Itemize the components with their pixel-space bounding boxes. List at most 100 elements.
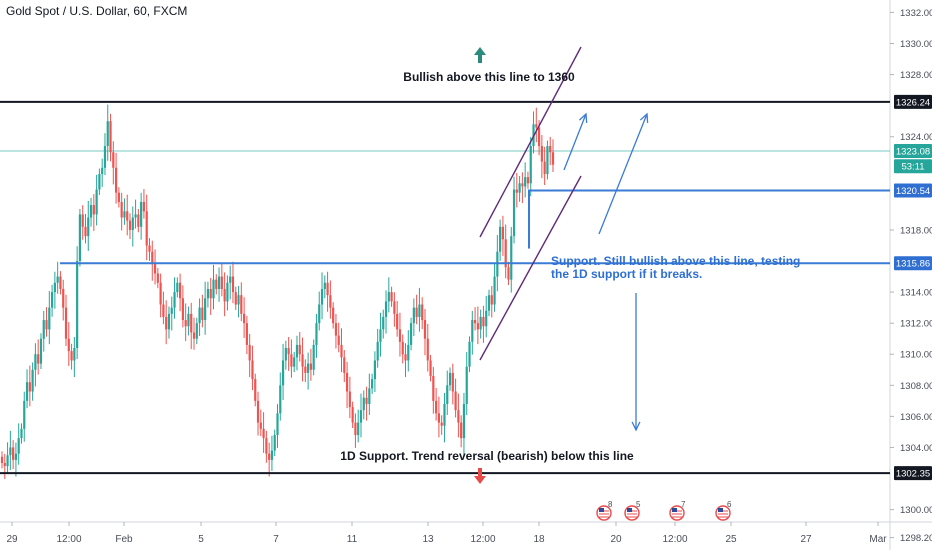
candle-body bbox=[334, 323, 338, 336]
candle-body bbox=[217, 276, 221, 289]
candle-body bbox=[549, 146, 552, 153]
candle-body bbox=[245, 323, 248, 345]
candle-body bbox=[440, 422, 443, 426]
candle-body bbox=[243, 313, 246, 324]
candle-body bbox=[295, 344, 299, 358]
candle-body bbox=[131, 217, 134, 230]
candle-body bbox=[62, 288, 65, 308]
price-axis-badge bbox=[894, 159, 932, 174]
candle-body bbox=[259, 422, 262, 429]
candle-body bbox=[465, 366, 468, 404]
candle-body bbox=[323, 282, 326, 289]
candle-body bbox=[181, 298, 184, 321]
event-flag-canton bbox=[627, 508, 632, 512]
candle-body bbox=[151, 251, 154, 265]
event-count-label: 5 bbox=[636, 500, 641, 509]
candle-body bbox=[418, 304, 421, 317]
y-tick-label: 1308.00 bbox=[900, 381, 932, 392]
y-tick-label: 1330.00 bbox=[900, 39, 932, 50]
y-tick-label: 1324.00 bbox=[900, 132, 932, 143]
candle-body bbox=[64, 307, 68, 339]
candle-body bbox=[373, 360, 376, 380]
candle-body bbox=[412, 307, 415, 324]
y-tick-label: 1332.00 bbox=[900, 8, 932, 19]
candle-body bbox=[393, 301, 396, 314]
candle-body bbox=[546, 146, 549, 175]
candle-body bbox=[457, 410, 460, 423]
candle-body bbox=[256, 400, 260, 423]
candle-body bbox=[209, 288, 212, 299]
candle-body bbox=[42, 320, 45, 339]
candle-body bbox=[126, 211, 129, 221]
event-flag-canton bbox=[599, 508, 604, 512]
candle-body bbox=[493, 276, 496, 305]
candle-body bbox=[134, 214, 137, 218]
x-tick-label: Mar bbox=[869, 534, 887, 545]
channel-line-lower bbox=[479, 175, 582, 361]
candle-body bbox=[28, 382, 31, 392]
candle-body bbox=[501, 226, 505, 240]
candle-body bbox=[326, 282, 329, 296]
candle-body bbox=[524, 177, 527, 187]
candle-body bbox=[17, 438, 20, 454]
candle-body bbox=[39, 338, 43, 364]
candle-body bbox=[59, 276, 62, 289]
forecast-arrow-short bbox=[563, 113, 587, 171]
candle-body bbox=[53, 282, 56, 293]
candle-body bbox=[371, 379, 374, 389]
candle-body bbox=[398, 329, 402, 342]
candle-body bbox=[362, 397, 365, 411]
x-tick-label: 7 bbox=[273, 534, 279, 545]
candle-body bbox=[265, 438, 268, 454]
candle-body bbox=[251, 360, 254, 380]
candle-body bbox=[476, 323, 479, 330]
candle-body bbox=[184, 320, 187, 327]
candle-body bbox=[226, 282, 229, 302]
price-axis-badge-label: 1320.54 bbox=[896, 186, 930, 197]
price-axis-badge bbox=[894, 94, 932, 109]
x-tick-label: 5 bbox=[198, 534, 204, 545]
candle-body bbox=[254, 379, 257, 401]
candle-body bbox=[45, 320, 48, 330]
candle-body bbox=[535, 124, 538, 128]
price-axis-badge bbox=[894, 183, 932, 198]
x-tick-label: Feb bbox=[115, 534, 133, 545]
event-count-label: 6 bbox=[727, 500, 732, 509]
event-count-label: 7 bbox=[681, 500, 686, 509]
candle-body bbox=[50, 292, 54, 308]
candle-body bbox=[332, 307, 335, 324]
candle-body bbox=[192, 332, 196, 339]
candle-body bbox=[112, 152, 115, 168]
candle-body bbox=[448, 372, 452, 386]
candle-body bbox=[432, 375, 435, 401]
candle-body bbox=[170, 307, 173, 314]
candle-body bbox=[357, 422, 360, 436]
candle-body bbox=[446, 385, 449, 404]
x-tick-label: 12:00 bbox=[470, 534, 495, 545]
candle-body bbox=[109, 121, 112, 153]
candle-body bbox=[95, 189, 98, 215]
candle-body bbox=[6, 455, 9, 467]
candle-body bbox=[284, 348, 287, 361]
candle-body bbox=[290, 354, 293, 367]
y-tick-label: 1328.00 bbox=[900, 70, 932, 81]
candle-body bbox=[537, 127, 541, 147]
candle-body bbox=[156, 273, 159, 283]
candle-body bbox=[359, 410, 363, 423]
candle-body bbox=[106, 121, 109, 147]
candle-body bbox=[9, 447, 12, 456]
candle-body bbox=[337, 335, 340, 345]
candle-body bbox=[526, 177, 530, 184]
candle-body bbox=[268, 453, 271, 460]
candle-body bbox=[454, 391, 457, 411]
candle-body bbox=[376, 341, 379, 361]
candle-body bbox=[212, 279, 215, 299]
candle-body bbox=[195, 323, 198, 339]
candle-body bbox=[162, 304, 165, 317]
candle-body bbox=[103, 146, 107, 168]
candle-body bbox=[404, 354, 407, 361]
candle-body bbox=[396, 313, 399, 330]
x-tick-label: 13 bbox=[422, 534, 434, 545]
forecast-arrow-long bbox=[598, 113, 648, 235]
